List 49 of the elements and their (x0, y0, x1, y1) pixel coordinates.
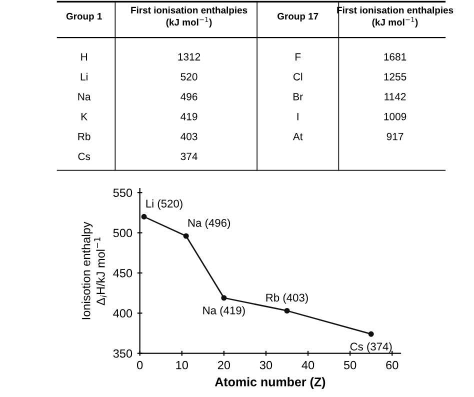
text: 1255 (384, 73, 406, 80)
text: 496 (180, 93, 198, 100)
text: 917 (386, 132, 404, 140)
y-tick-label: 550 (113, 188, 132, 197)
data-label: Na (419) (203, 306, 245, 317)
text: Li (80, 72, 88, 80)
y-tick-label: 450 (113, 268, 132, 278)
text: Br (294, 93, 303, 100)
text: 1009 (384, 112, 406, 120)
category-label: Group 17 (278, 12, 318, 22)
y-tick-label: 500 (113, 228, 132, 238)
category-label: First ionisation enthalpies (kJ mol$^{−1}$) (131, 6, 248, 28)
data-label: Rb (403) (266, 293, 308, 304)
point (284, 308, 290, 314)
text: 1681 (384, 53, 406, 61)
text: 403 (180, 132, 198, 140)
x-tick-label: 10 (176, 360, 188, 370)
text: Cs (78, 152, 90, 160)
point (183, 233, 189, 239)
x-tick-label: 50 (344, 360, 356, 370)
data-label: Na (496) (188, 218, 230, 230)
y-axis-title: Ionisotion enthalpy Δ$_{i}$H/kJ mol$^{−1}$ (82, 222, 107, 320)
text: 520 (180, 73, 198, 80)
x-tick-label: 20 (218, 360, 230, 370)
text: 419 (180, 112, 198, 120)
text: 1142 (384, 93, 406, 100)
x-tick-label: 60 (386, 360, 398, 370)
text: Na (78, 93, 91, 100)
point (141, 214, 147, 220)
text: H (81, 53, 87, 60)
text: At (292, 132, 303, 140)
text: Cl (293, 72, 302, 80)
text: Rb (78, 132, 90, 140)
point (368, 331, 374, 337)
text: K (81, 113, 88, 120)
x-axis-title: Atomic number (Z) (214, 377, 326, 389)
data-label: Cs (374) (350, 342, 392, 353)
y-tick-label: 350 (113, 349, 132, 358)
category-label: Group 1 (66, 12, 102, 22)
data-label: Li (520) (146, 199, 182, 210)
text: I (297, 113, 298, 120)
point (221, 295, 227, 301)
text: 1312 (178, 53, 200, 61)
y-tick-label: 400 (113, 309, 132, 318)
x-tick-label: 0 (137, 360, 143, 370)
x-tick-label: 30 (260, 360, 272, 370)
x-tick-label: 40 (302, 360, 314, 370)
text: 374 (180, 152, 198, 160)
text: F (296, 53, 301, 60)
